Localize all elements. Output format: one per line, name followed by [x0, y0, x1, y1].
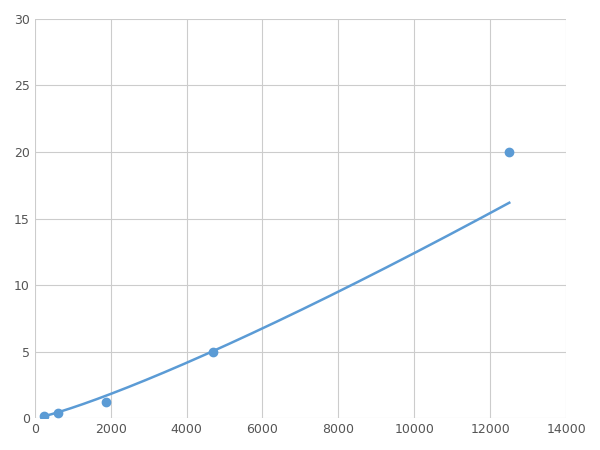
Point — [101, 399, 110, 406]
Point — [505, 148, 514, 156]
Point — [208, 348, 217, 356]
Point — [40, 412, 49, 419]
Point — [53, 410, 63, 417]
